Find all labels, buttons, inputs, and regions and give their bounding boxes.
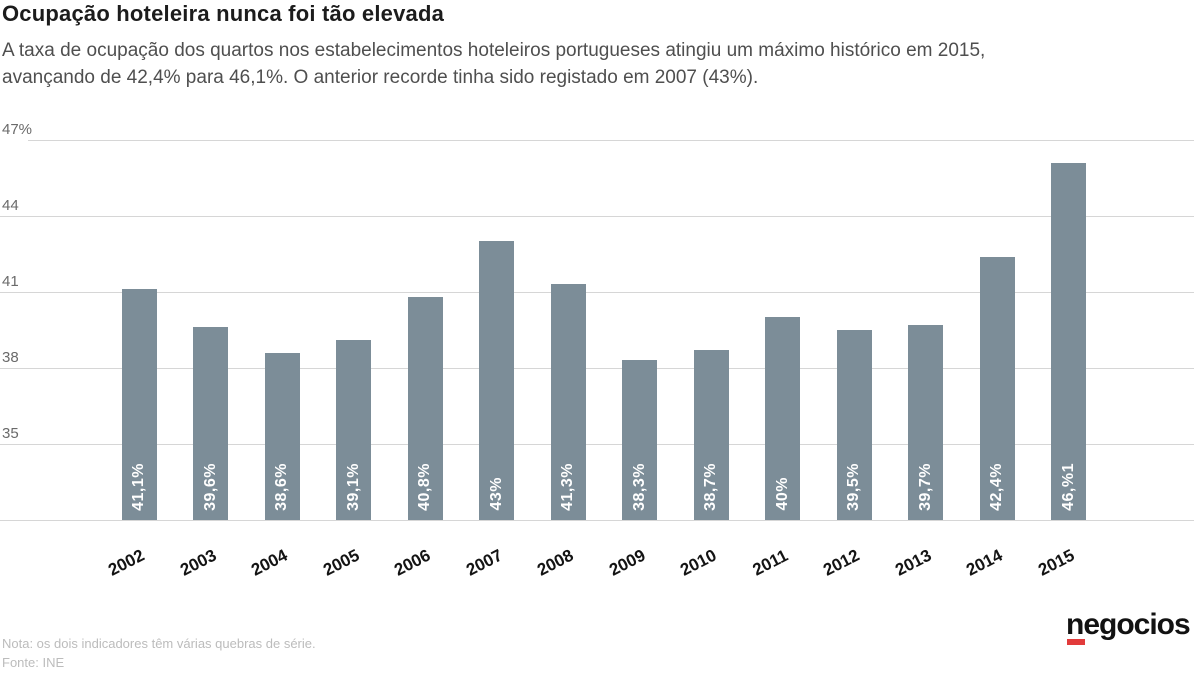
ytick-label-41: 41 <box>2 273 19 290</box>
bar-2009: 38,3% <box>622 360 657 520</box>
bar-value-label-2012: 39,5% <box>845 463 862 511</box>
xtick-label-2005: 2005 <box>319 545 362 580</box>
xtick-label-2015: 2015 <box>1034 545 1077 580</box>
source-credit: Fonte: INE <box>2 655 65 670</box>
bar-2012: 39,5% <box>836 330 872 520</box>
bar-value-label-2007: 43% <box>487 477 505 511</box>
bar-value-label-2004: 38,6% <box>273 463 290 511</box>
bar-2013: 39,7% <box>908 324 943 520</box>
ytick-label-47: 47% <box>2 121 33 138</box>
bar-2015: 46,%1 <box>1051 162 1086 520</box>
subtitle-line-2: avançando de 42,4% para 46,1%. O anterio… <box>2 67 759 88</box>
xtick-label-2013: 2013 <box>891 545 934 580</box>
gridline-41 <box>0 292 1194 293</box>
ytick-label-44: 44 <box>2 197 19 214</box>
bar-value-label-2003: 39,6% <box>201 463 219 511</box>
ytick-label-38: 38 <box>2 349 19 366</box>
gridline-35 <box>0 444 1194 445</box>
bar-2006: 40,8% <box>407 297 443 520</box>
gridline-44 <box>0 216 1194 217</box>
bar-2003: 39,6% <box>193 327 228 520</box>
bar-value-label-2005: 39,1% <box>344 463 362 511</box>
bar-2008: 41,3% <box>550 284 586 520</box>
bar-value-label-2006: 40,8% <box>416 463 433 511</box>
page-title: Ocupação hoteleira nunca foi tão elevada <box>2 1 445 26</box>
negocios-logo: negocios <box>1066 608 1200 648</box>
xtick-label-2004: 2004 <box>248 545 291 580</box>
xtick-label-2008: 2008 <box>534 545 577 580</box>
gridline-38 <box>0 368 1194 369</box>
subtitle-line-1: A taxa de ocupação dos quartos nos estab… <box>2 40 986 61</box>
bar-2007: 43% <box>479 241 514 520</box>
bar-value-label-2013: 39,7% <box>916 463 934 511</box>
bar-2011: 40% <box>765 317 800 520</box>
bar-2005: 39,1% <box>336 340 371 520</box>
bar-2002: 41,1% <box>121 289 157 520</box>
xtick-label-2006: 2006 <box>391 545 434 580</box>
gridline-47 <box>28 140 1194 141</box>
xtick-label-2010: 2010 <box>677 545 720 580</box>
footnote: Nota: os dois indicadores têm várias que… <box>2 636 316 651</box>
bar-value-label-2010: 38,7% <box>702 463 719 511</box>
xtick-label-2003: 2003 <box>176 545 219 580</box>
logo-text: negocios <box>1066 608 1191 641</box>
chart-subtitle: A taxa de ocupação dos quartos nos estab… <box>2 37 985 91</box>
logo-red-underline-icon <box>1067 639 1085 645</box>
xtick-label-2002: 2002 <box>105 545 148 580</box>
ytick-label-35: 35 <box>2 425 19 442</box>
xtick-label-2007: 2007 <box>462 545 505 580</box>
bar-value-label-2015: 46,%1 <box>1059 463 1077 511</box>
bar-value-label-2002: 41,1% <box>130 463 147 511</box>
xtick-label-2012: 2012 <box>820 545 863 580</box>
xtick-label-2014: 2014 <box>963 545 1006 580</box>
x-axis-line <box>0 520 1194 521</box>
bar-value-label-2014: 42,4% <box>988 463 1005 511</box>
bar-2014: 42,4% <box>979 256 1015 520</box>
bar-value-label-2011: 40% <box>773 477 791 511</box>
bar-2004: 38,6% <box>264 352 300 520</box>
bar-2010: 38,7% <box>693 350 729 520</box>
bar-value-label-2008: 41,3% <box>559 463 576 511</box>
xtick-label-2011: 2011 <box>749 545 791 580</box>
xtick-label-2009: 2009 <box>605 545 648 580</box>
bar-value-label-2009: 38,3% <box>630 463 648 511</box>
